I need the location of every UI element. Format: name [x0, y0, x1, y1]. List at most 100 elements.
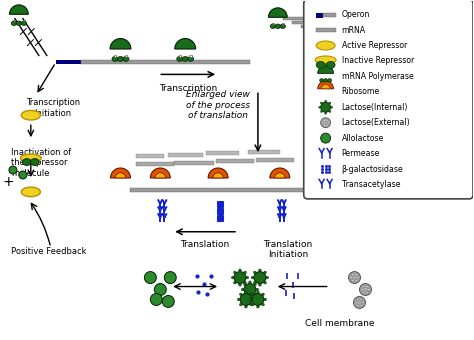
Circle shape — [244, 293, 246, 296]
Ellipse shape — [326, 62, 335, 68]
Bar — [248, 150, 280, 154]
Circle shape — [259, 269, 261, 272]
Circle shape — [348, 272, 361, 284]
Text: Ribosome: Ribosome — [342, 87, 380, 96]
Circle shape — [320, 102, 331, 112]
Text: +: + — [2, 175, 14, 189]
Ellipse shape — [21, 21, 27, 25]
Circle shape — [328, 122, 329, 124]
Circle shape — [355, 279, 357, 282]
Circle shape — [329, 110, 331, 113]
Wedge shape — [110, 168, 130, 178]
Ellipse shape — [319, 79, 324, 82]
Circle shape — [245, 291, 247, 293]
Circle shape — [264, 282, 266, 284]
Text: Transcription
Initiation: Transcription Initiation — [26, 98, 80, 118]
Circle shape — [252, 298, 255, 301]
Text: Transcription: Transcription — [159, 84, 217, 94]
Circle shape — [322, 122, 324, 124]
Wedge shape — [175, 38, 196, 49]
Wedge shape — [110, 38, 131, 49]
Ellipse shape — [30, 159, 39, 166]
Wedge shape — [150, 168, 170, 178]
Bar — [283, 17, 308, 20]
Wedge shape — [9, 5, 28, 14]
Circle shape — [239, 269, 241, 272]
Ellipse shape — [275, 24, 281, 29]
Ellipse shape — [280, 24, 285, 29]
Circle shape — [250, 293, 253, 295]
Circle shape — [368, 288, 370, 291]
Circle shape — [244, 271, 246, 274]
Circle shape — [155, 284, 166, 295]
Circle shape — [254, 272, 266, 284]
Text: Translation
Initiation: Translation Initiation — [263, 240, 312, 259]
Ellipse shape — [316, 41, 335, 50]
Circle shape — [246, 276, 248, 279]
Text: Operon: Operon — [342, 10, 370, 19]
Bar — [174, 160, 214, 165]
Ellipse shape — [270, 24, 275, 29]
Circle shape — [162, 295, 174, 307]
Wedge shape — [213, 173, 223, 178]
Circle shape — [239, 284, 241, 286]
Circle shape — [360, 304, 363, 307]
Circle shape — [320, 118, 331, 128]
Bar — [190, 55, 192, 57]
Circle shape — [244, 283, 246, 286]
Circle shape — [239, 303, 242, 306]
Ellipse shape — [16, 21, 22, 25]
Circle shape — [234, 272, 246, 284]
Text: Permease: Permease — [342, 149, 380, 158]
Bar — [137, 162, 174, 166]
Circle shape — [351, 273, 354, 276]
Circle shape — [363, 285, 365, 288]
Text: Inactivation of
the repressor
molecule: Inactivation of the repressor molecule — [11, 148, 71, 178]
Bar — [206, 151, 239, 155]
Circle shape — [245, 305, 247, 308]
Circle shape — [266, 276, 268, 279]
Circle shape — [325, 100, 327, 102]
Circle shape — [323, 124, 325, 126]
Text: Enlarged view
of the process
of translation: Enlarged view of the process of translat… — [186, 90, 250, 120]
Ellipse shape — [11, 21, 17, 25]
Circle shape — [264, 271, 266, 274]
Bar — [216, 159, 254, 163]
Text: Lactose(Internal): Lactose(Internal) — [342, 103, 408, 112]
Circle shape — [249, 281, 251, 284]
Circle shape — [254, 283, 256, 286]
Text: mRNA: mRNA — [342, 26, 365, 35]
Circle shape — [256, 288, 258, 291]
Circle shape — [241, 288, 244, 291]
Bar — [179, 55, 181, 57]
Circle shape — [325, 112, 327, 114]
Circle shape — [319, 106, 321, 108]
Ellipse shape — [21, 110, 40, 120]
Circle shape — [249, 298, 252, 301]
Ellipse shape — [324, 79, 328, 82]
Circle shape — [251, 293, 254, 295]
Circle shape — [244, 284, 256, 295]
Circle shape — [362, 301, 365, 304]
Text: Inactive Repressor: Inactive Repressor — [342, 56, 414, 65]
Ellipse shape — [22, 159, 31, 166]
Ellipse shape — [21, 187, 40, 197]
Circle shape — [259, 284, 261, 286]
Circle shape — [356, 298, 359, 301]
Bar — [323, 13, 336, 17]
Text: Lactose(External): Lactose(External) — [342, 118, 410, 127]
Bar — [282, 22, 284, 24]
FancyBboxPatch shape — [304, 0, 473, 199]
Circle shape — [366, 285, 368, 288]
Circle shape — [231, 276, 234, 279]
Bar — [23, 20, 25, 21]
Circle shape — [359, 284, 372, 295]
Circle shape — [323, 119, 325, 121]
Circle shape — [234, 282, 236, 284]
Bar — [13, 20, 15, 21]
Circle shape — [264, 298, 266, 301]
Ellipse shape — [123, 56, 129, 62]
Circle shape — [254, 271, 256, 274]
Ellipse shape — [182, 56, 188, 62]
Bar — [272, 22, 274, 24]
